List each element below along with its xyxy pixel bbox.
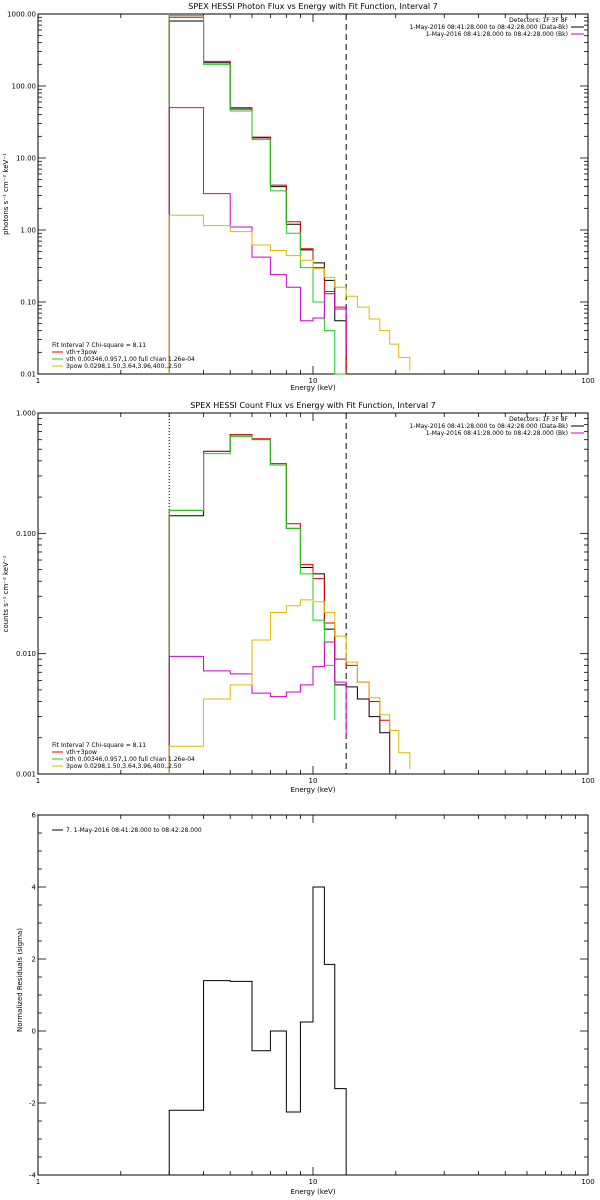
- legend-text: vth 0.00346,0.957,1.00 full chian 1.26e-…: [66, 756, 195, 763]
- fit-info-text: Fit Interval 7 Chi-square = 8.11: [52, 742, 146, 749]
- series-line: [168, 434, 391, 774]
- x-axis-label: Energy (keV): [290, 786, 335, 794]
- x-tick-label: 10: [309, 377, 318, 385]
- x-tick-label: 1: [36, 377, 40, 385]
- y-tick-label: 4: [32, 884, 37, 892]
- legend-text: 1-May-2016 08:41:28.000 to 08:42:28.000 …: [409, 423, 568, 430]
- photon-flux-chart: SPEX HESSI Photon Flux vs Energy with Fi…: [2, 2, 595, 392]
- series-line: [168, 107, 347, 374]
- legend-text: 1-May-2016 08:41:28.000 to 08:42:28.000 …: [409, 24, 568, 31]
- y-tick-label: 0.001: [16, 771, 36, 779]
- series-line: [168, 886, 347, 1175]
- y-tick-label: 0: [32, 1028, 36, 1036]
- x-tick-label: 1: [36, 777, 40, 785]
- y-tick-label: 100.00: [12, 83, 37, 91]
- y-tick-label: -4: [29, 1172, 37, 1180]
- y-tick-label: 0.100: [16, 530, 36, 538]
- x-tick-label: 10: [309, 777, 318, 785]
- x-axis-label: Energy (keV): [290, 1188, 335, 1196]
- x-axis-label: Energy (keV): [290, 384, 335, 392]
- legend-text: vth+3pow: [66, 349, 97, 356]
- x-tick-label: 100: [581, 377, 594, 385]
- chart-title: SPEX HESSI Photon Flux vs Energy with Fi…: [188, 2, 438, 11]
- y-axis-label: Normalized Residuals (sigma): [16, 928, 24, 1032]
- y-tick-label: 1000.00: [7, 11, 36, 19]
- x-tick-label: 100: [581, 1178, 594, 1186]
- legend-text: 1-May-2016 08:41:28.000 to 08:42:28.000 …: [426, 430, 568, 437]
- y-tick-label: 1.00: [20, 227, 36, 235]
- fit-info-text: Fit Interval 7 Chi-square = 8.11: [52, 342, 146, 349]
- x-tick-label: 100: [581, 777, 594, 785]
- y-tick-label: 10.00: [16, 155, 36, 163]
- legend-text: vth+3pow: [66, 749, 97, 756]
- chart-title: SPEX HESSI Count Flux vs Energy with Fit…: [190, 401, 435, 410]
- x-tick-label: 10: [309, 1178, 318, 1186]
- y-tick-label: 0.10: [20, 299, 36, 307]
- series-line: [168, 214, 411, 374]
- y-tick-label: 2: [32, 956, 36, 964]
- legend-text: vth 0.00346,0.957,1.00 full chian 1.26e-…: [66, 356, 195, 363]
- x-tick-label: 1: [36, 1178, 40, 1186]
- legend-text: 3pow 0.0298,1.50,3.64,3.96,400.,2.50: [66, 763, 182, 770]
- y-tick-label: 0.010: [16, 650, 36, 658]
- y-tick-label: -2: [29, 1100, 36, 1108]
- count-flux-chart: SPEX HESSI Count Flux vs Energy with Fit…: [2, 401, 595, 794]
- series-line: [168, 16, 347, 374]
- legend-text: Detectors: 1F 3F 8F: [509, 416, 568, 423]
- residuals-chart: Energy (keV) Normalized Residuals (sigma…: [16, 812, 595, 1197]
- legend-text: 3pow 0.0298,1.50,3.64,3.96,400.,2.50: [66, 363, 182, 370]
- series-line: [168, 434, 391, 774]
- y-tick-label: 1.000: [16, 410, 36, 418]
- legend-text: Detectors: 1F 3F 8F: [509, 17, 568, 24]
- series-line: [168, 15, 347, 375]
- legend-text: 7. 1-May-2016 08:41:28.000 to 08:42:28.0…: [66, 827, 202, 834]
- series-line: [168, 599, 411, 774]
- series-line: [168, 20, 347, 374]
- y-axis-label: photons s⁻¹ cm⁻² keV⁻¹: [2, 153, 10, 235]
- legend-text: 1-May-2016 08:41:28.000 to 08:42:28.000 …: [426, 31, 568, 38]
- y-axis-label: counts s⁻¹ cm⁻² keV⁻¹: [2, 555, 10, 632]
- y-tick-label: 6: [32, 812, 37, 820]
- y-tick-label: 0.01: [20, 371, 36, 379]
- series-line: [168, 641, 347, 774]
- series-line: [168, 435, 336, 774]
